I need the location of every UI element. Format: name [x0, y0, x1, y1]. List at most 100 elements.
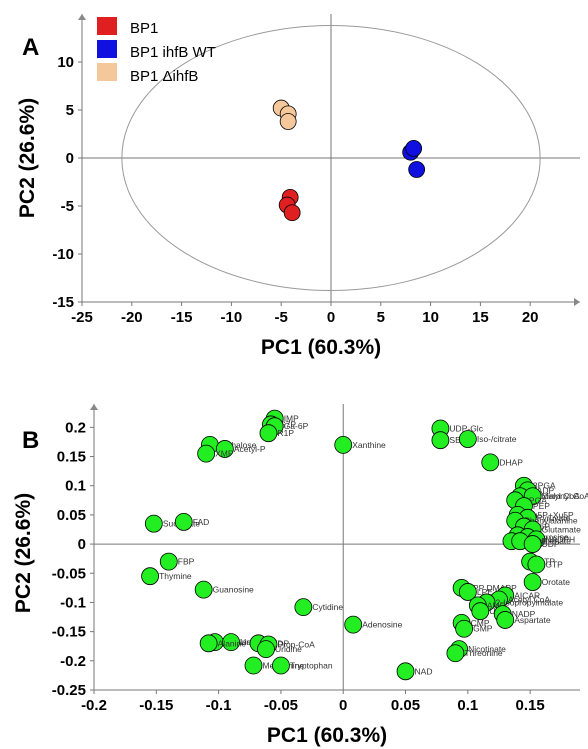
data-point — [283, 204, 301, 222]
y-tick-label: 0 — [66, 150, 74, 167]
loading-point — [458, 583, 477, 601]
point-label: Cytidine — [312, 602, 343, 612]
y-tick-label: -0.1 — [60, 594, 86, 611]
point-label: Succinyl CoA — [529, 491, 580, 501]
point-label: AMP — [487, 600, 506, 610]
loading-point — [458, 430, 477, 448]
point-label: Tryptophan — [290, 660, 333, 670]
loading-point — [294, 598, 313, 617]
loading-point — [523, 573, 542, 591]
loading-point — [244, 656, 263, 675]
point-label: G6P — [533, 522, 550, 532]
point-label: Uridine — [275, 644, 302, 654]
x-tick-label: -10 — [221, 309, 243, 326]
y-tick-label: -10 — [52, 246, 74, 263]
point-label: 2-Isopropylmalate — [496, 597, 564, 607]
x-tick-label: 10 — [422, 309, 439, 326]
point-label: Adenosine — [362, 620, 402, 630]
loading-point — [431, 431, 450, 450]
y-tick-label: 0.15 — [57, 449, 86, 466]
point-label: AICAR — [514, 590, 540, 600]
point-label: Acetyl-P — [234, 444, 266, 454]
loading-point — [141, 567, 159, 586]
y-tick-label: -0.15 — [52, 624, 86, 641]
point-label: GTP — [545, 560, 563, 570]
point-label: Thymine — [159, 571, 192, 581]
loading-point — [471, 602, 490, 621]
point-label: NADPH — [545, 534, 575, 544]
loading-point — [334, 435, 353, 454]
point-label: ADP — [537, 485, 555, 495]
y-axis-label: PC2 (26.6%) — [12, 493, 35, 613]
point-label: Ga-6P — [284, 421, 309, 431]
point-label: Threonine — [464, 648, 503, 658]
loading-point — [257, 640, 275, 659]
point-label: LPE — [477, 587, 493, 597]
scores-plot: A -25 -20 -15 -10 -5 0 5 10 15 20 -15 -10 -5 0 5 10 PC1 (… — [16, 14, 580, 359]
loading-point — [496, 611, 515, 629]
loading-point — [272, 656, 290, 675]
point-label: Nicotinate — [468, 644, 506, 654]
point-label: ATP — [539, 557, 555, 567]
y-tick-label: -5 — [61, 198, 74, 215]
x-tick-label: 20 — [522, 309, 539, 326]
x-tick-label: -0.05 — [264, 697, 298, 714]
y-axis-arrow — [90, 404, 98, 410]
point-label: 2PGA — [524, 495, 547, 505]
x-axis-label: PC1 (60.3%) — [267, 724, 387, 747]
loading-point — [174, 513, 193, 531]
point-label: Ru5P+Xu5P — [527, 510, 574, 520]
legend: BP1 BP1 ihfB WT BP1 ΔihfB — [97, 17, 216, 85]
point-label: Aspartate — [514, 615, 551, 625]
point-label: Pyruvate — [537, 513, 571, 523]
loading-point — [446, 644, 465, 663]
point-label: GMP — [473, 624, 493, 634]
point-label: dTDP — [267, 638, 289, 648]
x-tick-label: 0.05 — [391, 697, 420, 714]
point-label: PEP — [533, 501, 550, 511]
y-tick-label: 5 — [66, 102, 74, 119]
point-label: NAD — [415, 666, 433, 676]
point-label: XMP — [215, 449, 234, 459]
point-label: R1P — [277, 428, 294, 438]
point-label: DHAP — [499, 457, 523, 467]
data-point — [405, 139, 423, 157]
x-tick-label: -25 — [71, 309, 93, 326]
x-tick-label: -0.1 — [206, 697, 232, 714]
x-tick-label: 0 — [339, 697, 347, 714]
loading-point — [396, 662, 415, 681]
panel-letter: B — [22, 427, 39, 454]
point-label: FAD — [193, 517, 210, 527]
point-label: NADP — [512, 609, 536, 619]
y-tick-label: -0.05 — [52, 565, 86, 582]
x-tick-label: -0.2 — [81, 697, 107, 714]
point-label: IMP — [284, 414, 299, 424]
loading-point — [215, 440, 234, 458]
point-label: FBP — [178, 557, 195, 567]
x-tick-label: 0.1 — [457, 697, 478, 714]
x-tick-label: 15 — [472, 309, 489, 326]
y-axis-arrow — [78, 14, 86, 20]
point-label: UDP-Glc — [449, 424, 483, 434]
point-label: Prop-CoA — [277, 639, 315, 649]
y-tick-label: 0.05 — [57, 507, 86, 524]
x-tick-label: -15 — [171, 309, 193, 326]
point-label: CMP — [471, 618, 490, 628]
legend-swatch — [97, 17, 117, 35]
point-label: Trehalose — [219, 440, 257, 450]
loading-point — [481, 453, 500, 472]
x-axis-arrow — [574, 298, 580, 306]
loading-point — [197, 444, 216, 463]
point-label: IPP DMAPP — [471, 583, 517, 593]
x-tick-label: -20 — [121, 309, 143, 326]
point-label: S7P — [280, 419, 296, 429]
legend-entry-label: BP1 — [130, 20, 158, 37]
x-tick-label: 0.15 — [516, 697, 545, 714]
point-label: 3PGA — [533, 481, 556, 491]
y-tick-label: 0 — [78, 536, 86, 553]
data-point — [408, 161, 426, 178]
legend-swatch — [97, 63, 117, 81]
y-tick-label: 10 — [57, 54, 74, 71]
loading-point — [194, 580, 213, 599]
x-axis-label: PC1 (60.3%) — [261, 336, 381, 359]
